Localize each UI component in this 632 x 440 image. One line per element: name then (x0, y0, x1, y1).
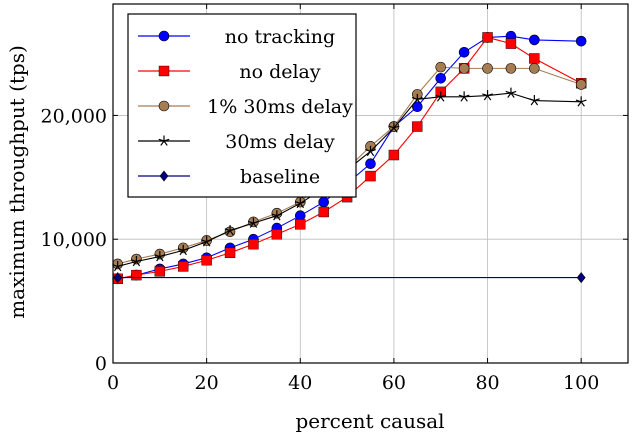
y-tick-label: 10,000 (41, 229, 107, 251)
data-point (529, 53, 540, 64)
legend-label: 1% 30ms delay (207, 96, 353, 118)
data-point (294, 197, 306, 209)
x-tick-label: 0 (107, 372, 119, 394)
data-point (113, 272, 123, 284)
legend-marker (158, 135, 170, 146)
data-point (365, 158, 376, 169)
data-point (365, 170, 376, 182)
data-point (575, 35, 587, 47)
legend-item: 30ms delay (138, 131, 335, 153)
legend-item: no delay (138, 61, 321, 83)
legend-marker (158, 30, 170, 42)
data-point (130, 255, 142, 267)
data-point (248, 238, 259, 250)
legend-label: baseline (240, 166, 320, 188)
x-tick-label: 100 (563, 372, 599, 394)
data-point (412, 121, 423, 132)
legend-label: no delay (239, 61, 321, 83)
x-tick-label: 40 (288, 372, 312, 394)
data-point (411, 93, 423, 105)
data-point (388, 149, 400, 161)
legend-marker (158, 100, 170, 112)
x-tick-label: 60 (382, 372, 406, 394)
data-point (529, 34, 540, 46)
data-point (575, 79, 587, 90)
data-point (318, 196, 329, 208)
legend-item: no tracking (138, 26, 335, 48)
plot-frame (112, 3, 629, 364)
data-point (154, 266, 166, 277)
data-point (318, 206, 329, 218)
data-point (458, 91, 470, 102)
data-point (505, 87, 517, 98)
data-point (528, 95, 540, 106)
legend-item: 1% 30ms delay (138, 96, 353, 118)
legend: no tracking no delay 1% 30ms delay 30ms del… (127, 13, 357, 198)
legend-label: 30ms delay (225, 131, 335, 153)
data-point (201, 236, 213, 247)
data-point (248, 217, 259, 228)
y-tick-label: 20,000 (41, 105, 107, 127)
axis-ticks: 0 20 40 60 80 100 0 10,000 20,000 (41, 4, 628, 394)
data-point (271, 210, 283, 221)
legend-marker (158, 65, 170, 77)
data-point (112, 260, 124, 272)
data-point (365, 145, 376, 157)
data-point (482, 63, 493, 74)
data-point (575, 96, 587, 107)
data-point (435, 72, 447, 84)
data-point (178, 261, 189, 272)
data-point (271, 229, 283, 240)
data-point (505, 63, 517, 74)
y-tick-label: 0 (95, 353, 107, 375)
data-point (458, 63, 470, 74)
data-point (177, 244, 189, 256)
data-point (131, 269, 142, 281)
y-axis-label: maximum throughput (tps) (5, 45, 29, 319)
legend-marker (159, 170, 169, 182)
series-baseline (113, 272, 586, 284)
data-point (201, 255, 212, 266)
data-point (224, 225, 236, 236)
data-point (458, 46, 470, 58)
data-point (224, 247, 236, 259)
data-point (435, 61, 447, 73)
x-tick-label: 80 (475, 372, 499, 394)
data-point (295, 219, 306, 230)
legend-item: baseline (138, 166, 320, 188)
data-point (388, 122, 400, 133)
x-tick-label: 20 (195, 372, 219, 394)
data-point (576, 272, 586, 284)
data-point (412, 101, 423, 113)
data-point (529, 63, 540, 74)
x-axis-label: percent causal (295, 409, 444, 433)
data-point (482, 90, 493, 101)
legend-label: no tracking (225, 26, 335, 48)
data-point (154, 251, 166, 262)
data-point (505, 38, 517, 49)
data-point (482, 32, 493, 43)
data-point (435, 91, 447, 102)
